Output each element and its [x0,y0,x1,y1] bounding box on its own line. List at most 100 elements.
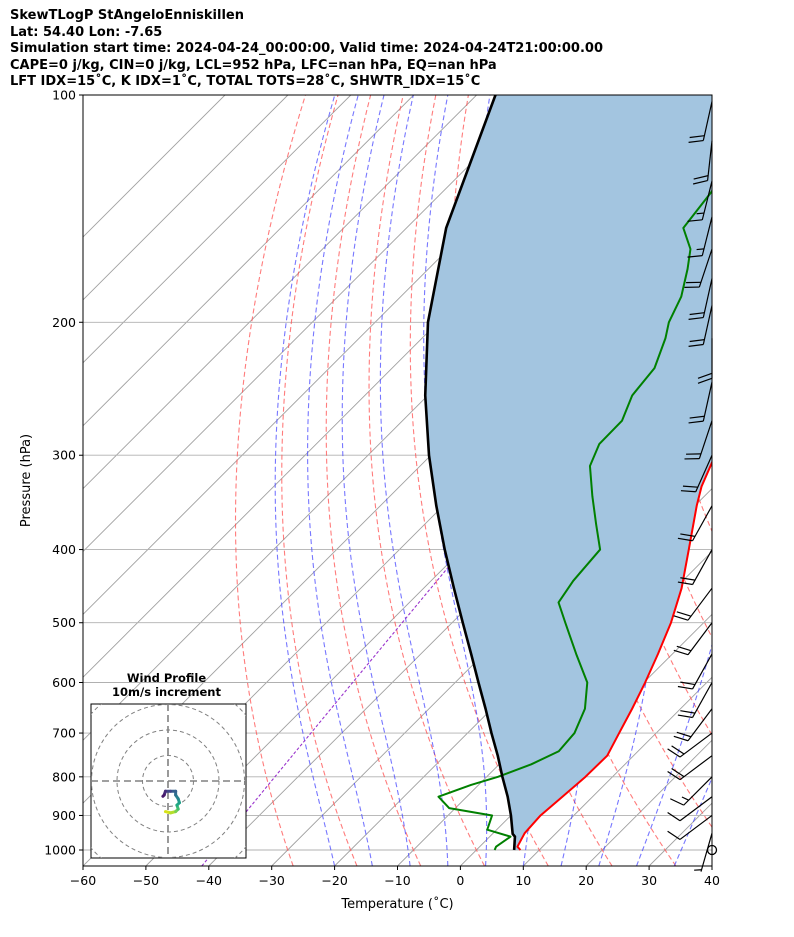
y-tick-label: 900 [52,808,76,823]
barb-flag [682,485,698,488]
moist-adiabat-line [341,95,411,866]
isotherm-line [522,676,712,866]
x-tick-label: −60 [70,873,96,888]
wind-barb [667,755,713,781]
wind-barb [684,420,713,460]
x-tick-label: 0 [456,873,464,888]
barb-flag [697,372,713,379]
wind-barb [687,180,713,222]
barb-staff [692,653,713,690]
barb-flag [680,533,696,537]
wind-barbs [667,101,718,872]
barb-half-flag [696,212,705,215]
barb-staff [702,278,713,318]
moist-adiabat-line [379,95,449,866]
wind-barb [684,248,713,288]
barb-staff [679,755,713,781]
title-line-5: LFT IDX=15˚C, K IDX=1˚C, TOTAL TOTS=28˚C… [10,74,481,89]
wind-barb [670,776,713,806]
barb-flag [688,420,704,424]
barb-flag [673,615,689,621]
barb-staff [692,682,713,718]
barb-half-flag [696,248,705,251]
barb-flag [667,748,681,758]
dry-adiabat-line [281,95,358,866]
x-tick-label: 10 [515,873,531,888]
isotherm-line [83,95,540,553]
wind-barb [673,587,713,621]
barb-flag [680,710,696,714]
y-tick-label: 800 [52,769,76,784]
wind-barb [677,682,713,719]
barb-staff [702,101,713,141]
barb-flag [671,745,685,755]
barb-staff [702,381,713,422]
axes: −60 −50 −40 −30 −20 −10 0 10 20 30 40 1000 900 800 700… [19,88,720,913]
barb-half-flag [681,796,689,801]
barb-flag [680,681,696,686]
barb-flag [688,343,704,347]
moist-adiabat-line [307,95,373,866]
dry-adiabat-line [234,95,306,866]
wind-barb [667,732,713,758]
title-line-3: Simulation start time: 2024-04-24_00:00:… [10,41,603,56]
barb-flag [692,179,708,185]
isotherm-line [83,95,226,238]
hodograph-title-1: Wind Profile [127,671,207,685]
barb-flag [677,714,693,719]
barb-staff [687,708,713,742]
isotherm-line [334,487,712,866]
isotherm-line [83,95,477,490]
barb-staff [700,833,713,872]
y-tick-label: 1000 [44,843,76,858]
barb-flag [677,537,693,542]
barb-staff [679,796,713,822]
wind-barb [673,708,713,742]
wind-barb [667,814,713,840]
barb-flag [673,735,689,742]
wind-barb [677,505,713,542]
moist-adiabat-line [274,95,336,866]
barb-flag [671,767,685,778]
barb-flag [667,830,681,840]
hodograph-segment [161,793,166,798]
wind-barb [688,305,713,347]
barb-flag [673,649,689,656]
x-tick-label: 20 [578,873,594,888]
barb-staff [687,622,713,656]
isotherm-line [83,95,415,427]
barb-flag [676,645,692,652]
moist-adiabat-line [673,776,712,866]
barb-flag [677,685,693,690]
wind-barb [673,622,713,656]
dewpoint-line [437,189,712,851]
x-tick-label: −40 [196,873,222,888]
cape-area [425,95,712,850]
barb-flag [688,139,704,143]
y-tick-label: 500 [52,615,76,630]
y-tick-label: 200 [52,315,76,330]
barb-staff [692,549,713,585]
x-tick-label: −10 [384,873,410,888]
barb-staff [687,587,713,621]
wind-barb [688,381,713,424]
barb-staff [695,454,713,493]
y-tick-label: 700 [52,726,76,741]
profile-lines [423,95,712,851]
barb-flag [689,339,705,343]
barb-flag [697,377,713,384]
y-axis-label: Pressure (hPa) [19,434,34,527]
barb-flag [677,581,693,586]
barb-staff [702,305,713,345]
title-line-4: CAPE=0 j/kg, CIN=0 j/kg, LCL=952 hPa, LF… [10,57,497,73]
dry-adiabat-line [762,95,794,866]
hodograph-title-2: 10m/s increment [112,685,221,699]
chart-title: SkewTLogP StAngeloEnniskillen Lat: 54.40… [10,8,603,91]
isotherm-line [83,95,289,301]
barb-flag [676,611,692,617]
wind-barb [680,454,713,493]
wind-barb [688,278,713,320]
barb-staff [679,814,713,840]
barb-flag [689,415,705,419]
